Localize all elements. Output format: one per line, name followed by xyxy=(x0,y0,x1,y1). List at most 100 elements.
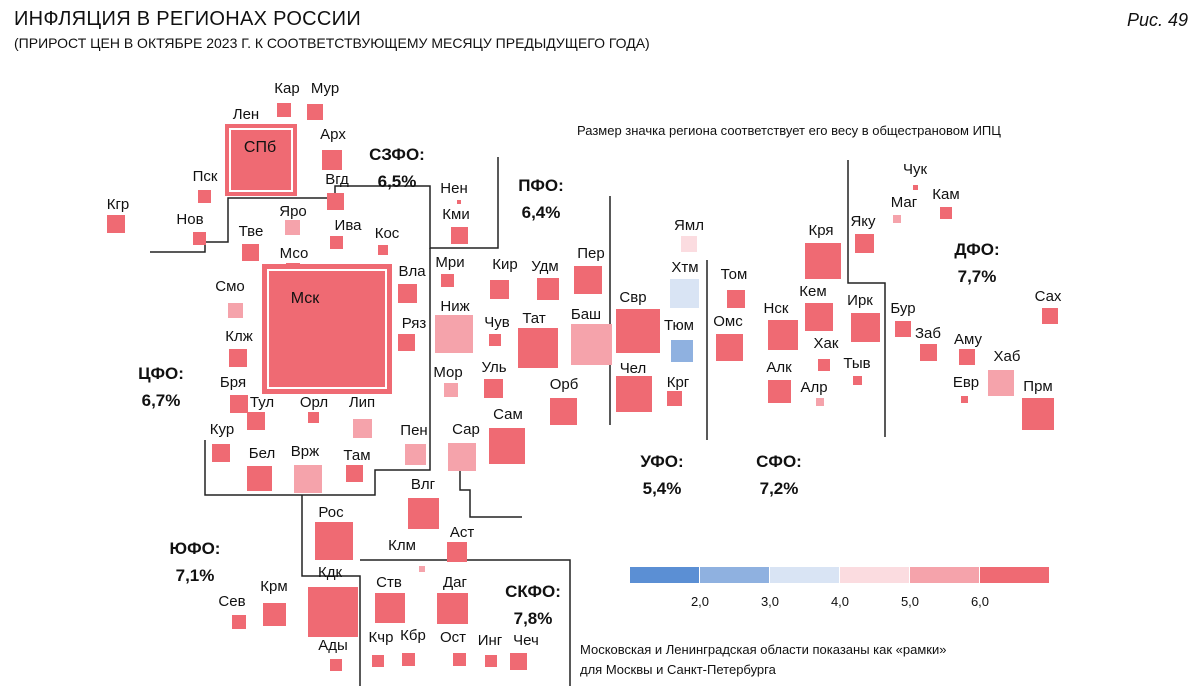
region-71[interactable]: Алк xyxy=(766,359,792,403)
region-1[interactable]: Кар xyxy=(274,80,300,117)
region-59[interactable]: Ямл xyxy=(674,217,704,252)
region-51[interactable]: Ады xyxy=(318,637,348,671)
region-4[interactable]: СПб xyxy=(244,139,276,156)
region-30[interactable]: Мри xyxy=(435,254,465,287)
region-17[interactable]: Мск xyxy=(262,264,392,394)
region-6[interactable]: Пск xyxy=(193,168,218,203)
region-55[interactable]: Кбр xyxy=(400,627,426,666)
region-label: Кар xyxy=(274,80,299,97)
region-33[interactable]: Пер xyxy=(574,245,605,294)
region-11[interactable]: Кми xyxy=(442,206,470,244)
region-85[interactable]: Сах xyxy=(1035,288,1062,324)
region-label: Яро xyxy=(279,203,307,220)
region-27[interactable]: Бел xyxy=(247,445,275,491)
region-label: Орл xyxy=(300,394,328,411)
region-73[interactable]: Тыв xyxy=(843,355,871,385)
region-18[interactable]: Смо xyxy=(215,278,245,318)
region-9[interactable]: Нов xyxy=(176,211,206,245)
region-3[interactable]: Лен xyxy=(225,106,297,196)
region-square xyxy=(853,376,862,385)
region-31[interactable]: Киp xyxy=(490,256,518,299)
region-81[interactable]: Аму xyxy=(954,331,982,365)
region-10[interactable]: Нен xyxy=(440,180,468,204)
region-22[interactable]: Бря xyxy=(220,374,248,413)
region-48[interactable]: Сев xyxy=(218,593,246,629)
region-2[interactable]: Мур xyxy=(307,80,339,120)
region-53[interactable]: Даг xyxy=(437,574,468,624)
region-35[interactable]: Чув xyxy=(484,314,510,346)
region-75[interactable]: Чук xyxy=(903,161,927,190)
region-34[interactable]: Ниж xyxy=(435,298,473,353)
region-23[interactable]: Тул xyxy=(247,394,274,430)
region-24[interactable]: Орл xyxy=(300,394,328,423)
region-52[interactable]: Ств xyxy=(375,574,405,623)
region-29[interactable]: Там xyxy=(343,447,371,482)
region-67[interactable]: Нск xyxy=(764,300,798,350)
region-61[interactable]: Свр xyxy=(616,289,660,353)
region-12[interactable]: Тве xyxy=(239,223,264,261)
region-square xyxy=(375,593,405,623)
region-label: Сам xyxy=(493,406,523,423)
region-40[interactable]: Орб xyxy=(550,376,579,425)
region-square xyxy=(408,498,439,529)
region-7[interactable]: Вгд xyxy=(325,171,349,210)
district-8: ДФО: 7,7% xyxy=(954,240,999,286)
region-63[interactable]: Чел xyxy=(616,360,652,412)
region-13[interactable]: Яро xyxy=(279,203,307,235)
region-square xyxy=(263,603,286,626)
region-37[interactable]: Баш xyxy=(571,306,612,365)
region-69[interactable]: Кем xyxy=(799,283,833,331)
region-82[interactable]: Хаб xyxy=(988,348,1020,396)
region-79[interactable]: Бур xyxy=(890,300,916,337)
region-49[interactable]: Крм xyxy=(260,578,288,626)
region-74[interactable]: Ирк xyxy=(847,292,880,342)
region-square xyxy=(330,659,342,671)
region-64[interactable]: Кpг xyxy=(667,374,690,406)
region-62[interactable]: Тюм xyxy=(664,317,694,362)
region-70[interactable]: Хак xyxy=(814,335,839,371)
region-77[interactable]: Кам xyxy=(932,186,960,219)
region-39[interactable]: Уль xyxy=(481,359,507,398)
region-50[interactable]: Кдк xyxy=(308,564,358,637)
region-42[interactable]: Сар xyxy=(448,421,480,471)
region-square xyxy=(550,398,577,425)
region-square xyxy=(294,465,322,493)
region-60[interactable]: Хтм xyxy=(670,259,699,308)
region-43[interactable]: Сам xyxy=(489,406,525,464)
region-45[interactable]: Рос xyxy=(315,504,353,560)
region-80[interactable]: Заб xyxy=(915,325,941,361)
region-21[interactable]: Клж xyxy=(225,328,253,367)
region-56[interactable]: Ост xyxy=(440,629,466,666)
region-label: Тул xyxy=(250,394,274,411)
region-58[interactable]: Чеч xyxy=(510,632,539,670)
region-20[interactable]: Ряз xyxy=(398,315,426,351)
region-36[interactable]: Тат xyxy=(518,310,558,368)
region-46[interactable]: Клм xyxy=(388,537,425,572)
region-57[interactable]: Инг xyxy=(478,632,503,667)
region-32[interactable]: Удм xyxy=(531,258,559,300)
region-label: Алк xyxy=(766,359,792,376)
region-84[interactable]: Прм xyxy=(1022,378,1054,430)
region-19[interactable]: Вла xyxy=(398,263,426,303)
region-28[interactable]: Врж xyxy=(291,443,322,493)
region-38[interactable]: Мор xyxy=(433,364,463,397)
region-25[interactable]: Лип xyxy=(349,394,375,438)
region-41[interactable]: Пен xyxy=(400,422,428,465)
region-78[interactable]: Яку xyxy=(850,213,876,253)
region-26[interactable]: Кур xyxy=(210,421,234,462)
region-72[interactable]: Алр xyxy=(800,379,828,406)
region-54[interactable]: Кчр xyxy=(369,629,394,667)
region-76[interactable]: Маг xyxy=(891,194,918,223)
region-66[interactable]: Омс xyxy=(713,313,743,361)
region-47[interactable]: Аст xyxy=(447,524,474,562)
region-5[interactable]: Арх xyxy=(320,126,346,170)
region-44[interactable]: Влг xyxy=(408,476,439,529)
region-16[interactable]: Кос xyxy=(375,225,400,255)
region-label: Аст xyxy=(450,524,475,541)
region-83[interactable]: Евр xyxy=(953,374,979,403)
region-65[interactable]: Том xyxy=(721,266,748,308)
region-8[interactable]: Кгр xyxy=(107,196,130,233)
region-15[interactable]: Ива xyxy=(330,217,362,249)
region-68[interactable]: Кря xyxy=(805,222,841,279)
region-square xyxy=(1022,398,1054,430)
